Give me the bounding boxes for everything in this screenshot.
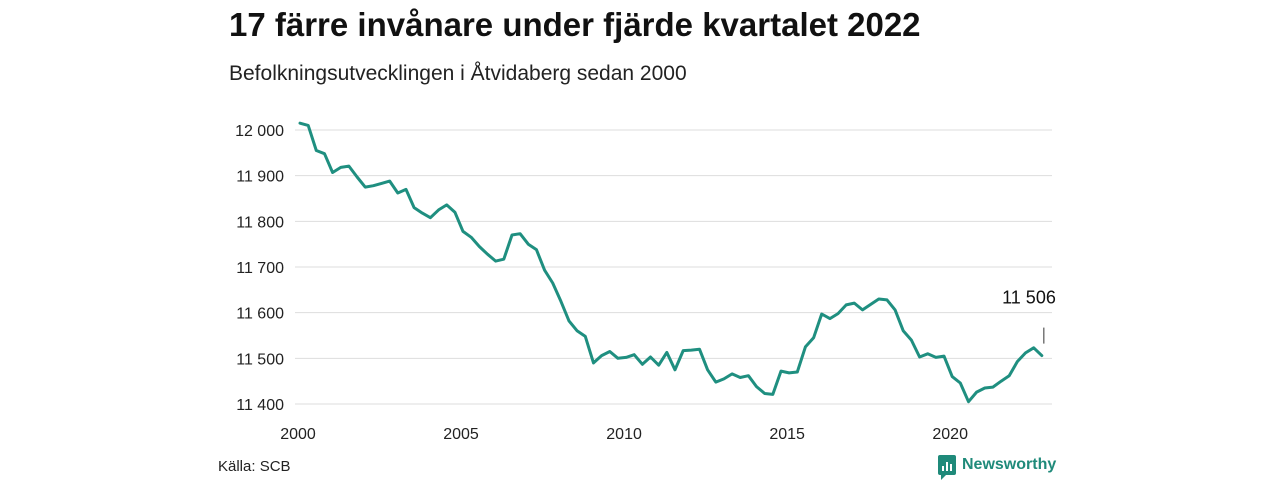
- y-tick-label: 11 500: [236, 351, 284, 368]
- x-tick-label: 2005: [443, 426, 479, 443]
- source-label: Källa: SCB: [218, 458, 291, 475]
- y-tick-label: 11 700: [236, 260, 284, 277]
- y-tick-label: 11 800: [236, 214, 284, 231]
- line-chart: 12 000 11 900 11 800 11 700 11 600 11 500 11 4…: [235, 121, 1056, 443]
- chart-title: 17 färre invånare under fjärde kvartalet…: [229, 6, 921, 43]
- brand-name: Newsworthy: [962, 456, 1057, 473]
- x-tick-label: 2015: [769, 426, 805, 443]
- y-tick-label: 11 400: [236, 397, 284, 414]
- y-tick-label: 11 600: [236, 306, 284, 323]
- population-line: [298, 121, 1044, 404]
- bar-chart-icon: [938, 455, 956, 480]
- last-value-label: 11 506: [1002, 288, 1056, 308]
- x-tick-label: 2010: [606, 426, 642, 443]
- x-tick-label: 2000: [280, 426, 316, 443]
- newsworthy-logo: Newsworthy: [938, 455, 1057, 480]
- chart-subtitle: Befolkningsutvecklingen i Åtvidaberg sed…: [229, 62, 687, 85]
- y-tick-label: 11 900: [236, 169, 284, 186]
- y-tick-label: 12 000: [235, 123, 284, 140]
- x-tick-label: 2020: [932, 426, 968, 443]
